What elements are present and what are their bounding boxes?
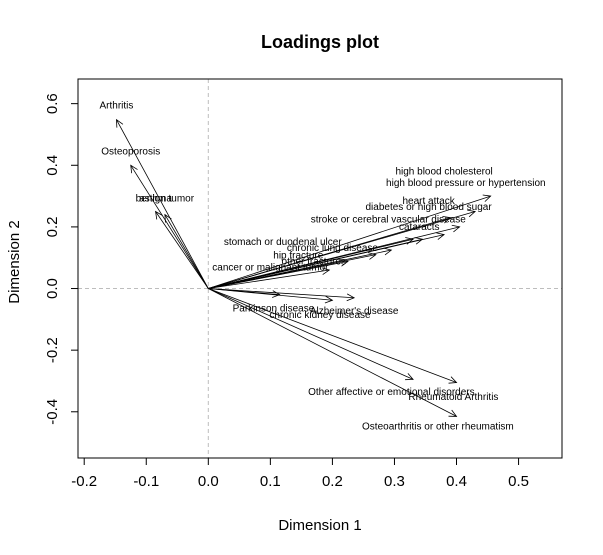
variable-label: high blood pressure or hypertension [386,178,546,189]
variable-label: stroke or cerebral vascular disease [311,214,467,225]
loading-arrow [116,119,209,289]
x-tick-label: -0.1 [133,473,159,490]
y-tick-label: 0.0 [44,278,61,299]
variable-label: asthma [139,194,172,205]
variable-label: cataracts [399,222,440,233]
loading-arrow [155,211,209,289]
loading-arrowhead [346,293,356,302]
loading-arrowhead [451,224,461,233]
variable-label: stomach or duodenal ulcer [224,237,343,248]
x-tick-label: 0.2 [322,473,343,490]
loading-arrowhead [155,210,163,220]
variable-label: Osteoarthritis or other rheumatism [362,422,514,433]
y-tick-label: -0.4 [44,399,61,425]
loading-arrow [130,165,209,289]
variable-label: cancer or malignant tumor [212,263,329,274]
variable-label: Parkinson disease [233,304,315,315]
loading-arrowhead [414,237,424,245]
variable-label: other fractures [282,256,346,267]
variable-label: hip fracture [273,250,323,261]
loading-arrow [164,214,209,289]
loading-arrowhead [130,164,138,174]
chart-title: Loadings plot [261,32,379,52]
variable-label: heart attack [402,196,455,207]
x-tick-label: 0.3 [384,473,405,490]
x-tick-label: 0.0 [198,473,219,490]
loading-arrowhead [482,194,492,202]
loading-arrow [208,288,333,301]
variable-label: Other affective or emotional disorders [308,387,475,398]
loading-arrowhead [467,209,477,218]
variable-label: Arthritis [100,100,134,111]
loading-arrow [208,288,457,417]
loading-arrow [208,288,457,383]
loading-arrowhead [321,267,331,275]
loading-arrowhead [442,215,452,224]
x-tick-label: -0.2 [71,473,97,490]
y-tick-label: -0.2 [44,337,61,363]
x-tick-label: 0.4 [446,473,467,490]
loading-arrowhead [448,409,458,417]
loading-arrow [208,288,355,299]
y-axis-label: Dimension 2 [6,220,23,303]
variable-label: benign tumor [136,194,195,205]
loading-arrow [208,261,348,289]
plot-area: -0.2 -0.1 0.0 0.1 0.2 0.3 0.4 0.5 -0.4 -0.2 0.0 0.2… [44,78,563,490]
loading-arrow [208,269,330,289]
loading-arrowhead [116,118,124,128]
y-tick-label: 0.4 [44,155,61,176]
x-tick-label: 0.1 [260,473,281,490]
variable-label: Rheumatoid Arthritis [408,392,498,403]
plot-frame [77,78,563,459]
x-tick-label: 0.5 [508,473,529,490]
variable-label: chronic kidney disease [269,310,371,321]
loading-arrowhead [324,295,334,304]
variable-label: high blood cholesterol [395,167,492,178]
loading-arrow [208,238,414,289]
y-tick-label: 0.6 [44,93,61,114]
loading-arrowhead [340,258,349,267]
loading-arrowhead [448,376,458,384]
variable-label: Alzheimer's disease [310,306,399,317]
loading-arrowhead [164,213,172,223]
variable-label: diabetes or high blood sugar [365,202,492,213]
loading-arrowhead [383,247,393,256]
loading-arrowhead [367,252,377,260]
loading-arrow [208,195,491,289]
loading-arrowhead [405,237,414,245]
variable-label: Osteoporosis [101,146,160,157]
y-tick-label: 0.2 [44,216,61,237]
loading-arrowhead [436,232,446,240]
x-axis-label: Dimension 1 [278,517,361,534]
variable-label: chronic lung disease [287,243,379,254]
loading-arrow [208,288,414,380]
loading-arrowhead [272,290,281,298]
loading-arrowhead [405,373,414,381]
loading-arrow [208,217,451,289]
